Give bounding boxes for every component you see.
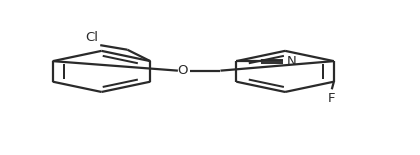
Text: N: N xyxy=(287,55,297,68)
Text: F: F xyxy=(328,92,336,105)
Text: Cl: Cl xyxy=(85,31,98,44)
Text: O: O xyxy=(178,64,188,77)
